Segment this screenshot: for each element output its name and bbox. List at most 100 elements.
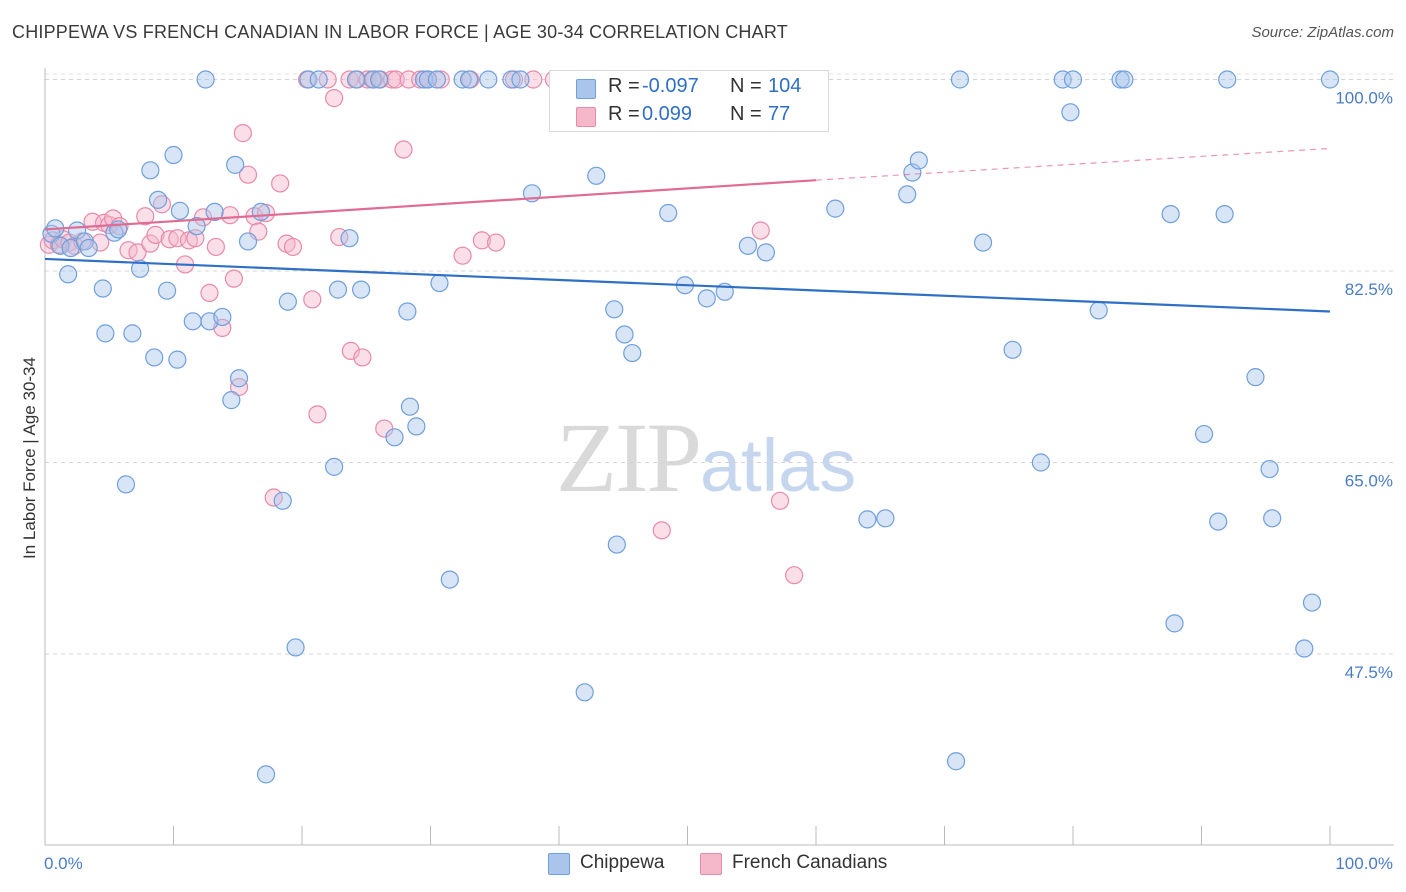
chippewa-point [340, 229, 359, 248]
chippewa-point [1246, 368, 1265, 387]
chart-title: CHIPPEWA VS FRENCH CANADIAN IN LABOR FOR… [12, 22, 788, 42]
chippewa-point [440, 570, 459, 589]
chippewa-point [59, 265, 78, 284]
french-canadian-point [453, 246, 472, 265]
chippewa-point [145, 348, 164, 367]
axes [44, 68, 1394, 846]
french-canadian-point [224, 269, 243, 288]
chippewa-point [116, 475, 136, 494]
chippewa-point [1003, 340, 1022, 359]
french-canadian-point [303, 290, 322, 309]
french-canadian-point [141, 234, 160, 253]
legend-r-label: R = [608, 75, 640, 97]
legend-n-label: N = [730, 75, 762, 97]
legend-label-french-canadians: French Canadians [732, 852, 888, 873]
chippewa-point [1111, 70, 1130, 89]
chippewa-point [346, 70, 366, 89]
chippewa-point [229, 369, 249, 388]
y-tick-label: 100.0% [1335, 89, 1393, 108]
chippewa-point [1161, 204, 1180, 224]
legend-n-value: 77 [768, 103, 791, 125]
chippewa-point [898, 185, 917, 204]
french-canadian-point [751, 221, 770, 240]
french-canadian-trend-line [44, 179, 817, 231]
trend-lines [44, 147, 1331, 313]
axis-labels: 100.0% 82.5% 65.0% 47.5% 0.0% 100.0% In Labor … [20, 89, 1393, 874]
chippewa-point [950, 70, 970, 89]
legend-swatch-french-canadians [576, 107, 596, 127]
chippewa-point [575, 683, 594, 702]
chippewa-point [430, 273, 449, 293]
chart-source: Source: ZipAtlas.com [1251, 24, 1394, 41]
french-canadian-point [785, 566, 804, 585]
chippewa-point [511, 70, 530, 89]
chippewa-point [459, 70, 479, 89]
chippewa-point [328, 280, 348, 299]
chippewa-point [157, 281, 177, 300]
chippewa-point [278, 292, 297, 311]
legend-label-chippewa: Chippewa [580, 852, 665, 873]
french-canadian-point [325, 89, 344, 108]
chippewa-point [226, 155, 245, 174]
chippewa-point [605, 300, 624, 319]
french-canadian-point [220, 206, 240, 225]
chippewa-point [407, 417, 426, 436]
chippewa-point [587, 166, 606, 185]
chippewa-point [325, 457, 344, 476]
chippewa-point [238, 232, 258, 251]
french-canadian-point [168, 229, 187, 248]
chippewa-point [164, 145, 183, 165]
chippewa-point [1302, 593, 1322, 612]
chippewa-point [251, 202, 270, 222]
y-tick-label: 47.5% [1345, 663, 1393, 682]
series-french-canadians [39, 70, 804, 585]
legend-r-value: 0.099 [642, 103, 693, 125]
french-canadian-point [353, 348, 372, 367]
series-chippewa [42, 70, 1340, 784]
french-canadian-point [524, 70, 543, 89]
french-canadian-trend-extension [815, 147, 1331, 181]
watermark-zip: ZIP [556, 402, 702, 513]
french-canadian-point [136, 207, 155, 226]
chippewa-point [876, 509, 895, 528]
french-canadian-point [206, 237, 226, 257]
french-canadian-point [340, 70, 359, 89]
chippewa-point [826, 199, 845, 218]
chippewa-point [96, 324, 115, 343]
watermark: ZIPatlas [556, 400, 856, 515]
chippewa-point [1165, 614, 1184, 633]
chippewa-point [756, 243, 775, 262]
chippewa-point [1295, 639, 1314, 658]
chippewa-point [1063, 70, 1083, 89]
chippewa-point [213, 307, 232, 327]
chippewa-point [183, 312, 202, 331]
chippewa-point [309, 70, 328, 89]
legend-swatch-chippewa [548, 853, 570, 875]
french-canadian-point [271, 174, 290, 193]
chippewa-point [187, 217, 206, 236]
chippewa-point [909, 151, 928, 170]
chippewa-point [385, 428, 404, 447]
french-canadian-point [770, 491, 790, 510]
y-axis-label: In Labor Force | Age 30-34 [20, 357, 39, 559]
chippewa-point [1218, 70, 1237, 89]
chippewa-point [123, 324, 142, 343]
chippewa-point [1194, 424, 1214, 444]
y-tick-label: 82.5% [1345, 280, 1393, 299]
chippewa-point [130, 259, 150, 278]
legend-n-value: 104 [768, 75, 802, 97]
legend-n-label: N = [730, 103, 762, 125]
gridlines [45, 73, 1394, 655]
legend-row-french-canadians: R = 0.099 N = 77 [550, 101, 828, 129]
french-canadian-point [486, 233, 506, 252]
chippewa-point [398, 302, 417, 321]
chippewa-point [479, 70, 498, 89]
french-canadian-point [233, 124, 252, 143]
chippewa-point [1263, 509, 1282, 528]
chippewa-point [659, 203, 678, 223]
chippewa-point [222, 391, 241, 410]
french-canadian-point [91, 233, 110, 252]
chippewa-point [299, 70, 318, 89]
chippewa-point [93, 279, 112, 298]
